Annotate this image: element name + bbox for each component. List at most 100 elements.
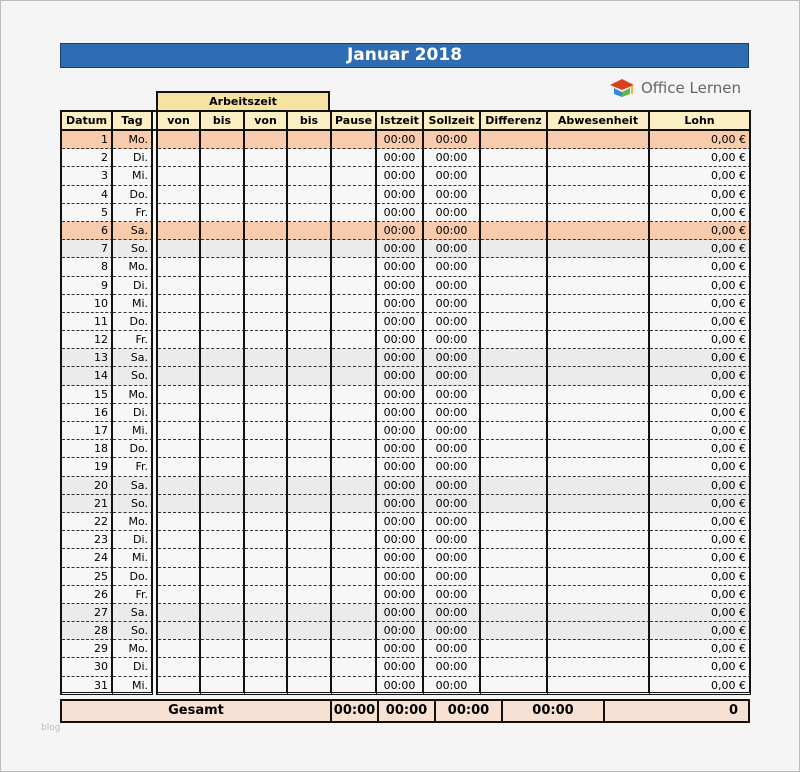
von2-input-cell[interactable]: [245, 385, 288, 404]
differenz-input-cell[interactable]: [481, 349, 548, 368]
pause-input-cell[interactable]: [332, 622, 377, 641]
von2-input-cell[interactable]: [245, 440, 288, 459]
bis2-input-cell[interactable]: [288, 531, 332, 550]
differenz-input-cell[interactable]: [481, 567, 548, 586]
pause-input-cell[interactable]: [332, 185, 377, 204]
differenz-input-cell[interactable]: [481, 185, 548, 204]
pause-input-cell[interactable]: [332, 422, 377, 441]
abwesenheit-input-cell[interactable]: [548, 331, 650, 350]
differenz-input-cell[interactable]: [481, 458, 548, 477]
von1-input-cell[interactable]: [158, 131, 201, 150]
pause-input-cell[interactable]: [332, 221, 377, 241]
bis2-input-cell[interactable]: [288, 349, 332, 368]
von1-input-cell[interactable]: [158, 658, 201, 677]
differenz-input-cell[interactable]: [481, 585, 548, 604]
bis1-input-cell[interactable]: [201, 549, 245, 568]
von1-input-cell[interactable]: [158, 603, 201, 623]
differenz-input-cell[interactable]: [481, 476, 548, 495]
differenz-input-cell[interactable]: [481, 312, 548, 332]
bis1-input-cell[interactable]: [201, 476, 245, 495]
bis1-input-cell[interactable]: [201, 440, 245, 459]
differenz-input-cell[interactable]: [481, 294, 548, 313]
abwesenheit-input-cell[interactable]: [548, 622, 650, 641]
abwesenheit-input-cell[interactable]: [548, 240, 650, 259]
pause-input-cell[interactable]: [332, 512, 377, 532]
pause-input-cell[interactable]: [332, 367, 377, 386]
pause-input-cell[interactable]: [332, 567, 377, 586]
von1-input-cell[interactable]: [158, 221, 201, 241]
differenz-input-cell[interactable]: [481, 622, 548, 641]
von1-input-cell[interactable]: [158, 203, 201, 222]
von1-input-cell[interactable]: [158, 167, 201, 186]
bis2-input-cell[interactable]: [288, 603, 332, 623]
von1-input-cell[interactable]: [158, 149, 201, 168]
abwesenheit-input-cell[interactable]: [548, 185, 650, 204]
bis2-input-cell[interactable]: [288, 422, 332, 441]
von2-input-cell[interactable]: [245, 349, 288, 368]
abwesenheit-input-cell[interactable]: [548, 658, 650, 677]
von2-input-cell[interactable]: [245, 331, 288, 350]
abwesenheit-input-cell[interactable]: [548, 131, 650, 150]
von1-input-cell[interactable]: [158, 512, 201, 532]
pause-input-cell[interactable]: [332, 403, 377, 422]
abwesenheit-input-cell[interactable]: [548, 367, 650, 386]
pause-input-cell[interactable]: [332, 494, 377, 513]
bis2-input-cell[interactable]: [288, 549, 332, 568]
bis2-input-cell[interactable]: [288, 276, 332, 295]
pause-input-cell[interactable]: [332, 258, 377, 277]
differenz-input-cell[interactable]: [481, 531, 548, 550]
von1-input-cell[interactable]: [158, 440, 201, 459]
abwesenheit-input-cell[interactable]: [548, 276, 650, 295]
differenz-input-cell[interactable]: [481, 221, 548, 241]
von2-input-cell[interactable]: [245, 258, 288, 277]
bis1-input-cell[interactable]: [201, 331, 245, 350]
bis2-input-cell[interactable]: [288, 585, 332, 604]
abwesenheit-input-cell[interactable]: [548, 403, 650, 422]
differenz-input-cell[interactable]: [481, 403, 548, 422]
bis2-input-cell[interactable]: [288, 221, 332, 241]
differenz-input-cell[interactable]: [481, 494, 548, 513]
bis1-input-cell[interactable]: [201, 131, 245, 150]
von2-input-cell[interactable]: [245, 622, 288, 641]
abwesenheit-input-cell[interactable]: [548, 585, 650, 604]
pause-input-cell[interactable]: [332, 549, 377, 568]
von1-input-cell[interactable]: [158, 276, 201, 295]
abwesenheit-input-cell[interactable]: [548, 640, 650, 659]
von2-input-cell[interactable]: [245, 221, 288, 241]
bis2-input-cell[interactable]: [288, 403, 332, 422]
abwesenheit-input-cell[interactable]: [548, 512, 650, 532]
differenz-input-cell[interactable]: [481, 658, 548, 677]
bis1-input-cell[interactable]: [201, 185, 245, 204]
differenz-input-cell[interactable]: [481, 167, 548, 186]
differenz-input-cell[interactable]: [481, 131, 548, 150]
bis2-input-cell[interactable]: [288, 512, 332, 532]
von2-input-cell[interactable]: [245, 367, 288, 386]
von1-input-cell[interactable]: [158, 331, 201, 350]
von2-input-cell[interactable]: [245, 167, 288, 186]
bis1-input-cell[interactable]: [201, 385, 245, 404]
abwesenheit-input-cell[interactable]: [548, 294, 650, 313]
bis2-input-cell[interactable]: [288, 258, 332, 277]
bis2-input-cell[interactable]: [288, 331, 332, 350]
pause-input-cell[interactable]: [332, 640, 377, 659]
von2-input-cell[interactable]: [245, 185, 288, 204]
bis2-input-cell[interactable]: [288, 494, 332, 513]
pause-input-cell[interactable]: [332, 476, 377, 495]
bis1-input-cell[interactable]: [201, 585, 245, 604]
von2-input-cell[interactable]: [245, 149, 288, 168]
bis1-input-cell[interactable]: [201, 367, 245, 386]
von2-input-cell[interactable]: [245, 640, 288, 659]
abwesenheit-input-cell[interactable]: [548, 312, 650, 332]
bis1-input-cell[interactable]: [201, 276, 245, 295]
von1-input-cell[interactable]: [158, 676, 201, 695]
von2-input-cell[interactable]: [245, 585, 288, 604]
abwesenheit-input-cell[interactable]: [548, 603, 650, 623]
von2-input-cell[interactable]: [245, 458, 288, 477]
differenz-input-cell[interactable]: [481, 385, 548, 404]
pause-input-cell[interactable]: [332, 167, 377, 186]
von2-input-cell[interactable]: [245, 676, 288, 695]
von1-input-cell[interactable]: [158, 549, 201, 568]
von1-input-cell[interactable]: [158, 349, 201, 368]
von2-input-cell[interactable]: [245, 603, 288, 623]
von1-input-cell[interactable]: [158, 531, 201, 550]
